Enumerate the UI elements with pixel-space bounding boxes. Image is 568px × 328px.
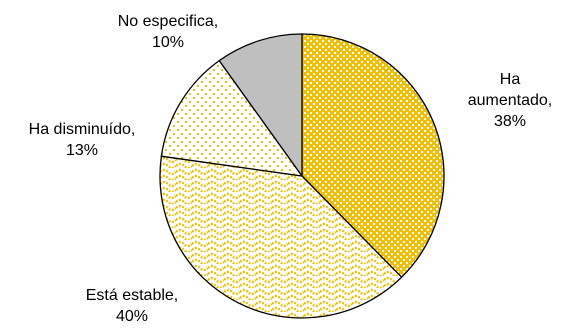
pie-label-2-line-1: 13%: [66, 142, 98, 159]
pie-label-3-line-1: 10%: [152, 34, 184, 51]
pie-label-3-line-0: No especifica,: [118, 13, 219, 30]
pie-label-0-line-1: aumentado,: [468, 92, 553, 109]
pie-label-1-line-0: Está estable,: [86, 287, 179, 304]
pie-label-0-line-0: Ha: [500, 71, 521, 88]
pie-label-1-line-1: 40%: [116, 308, 148, 325]
pie-slices: [159, 33, 445, 319]
pie-labels: Ha aumentado, 38% Está estable, 40% Ha dismin…: [29, 13, 553, 325]
pie-slice-3: [218, 33, 303, 177]
pie-label-2: Ha disminuído, 13%: [29, 121, 136, 159]
pie-slice-1: [159, 155, 403, 319]
pie-label-0: Ha aumentado, 38%: [468, 71, 553, 130]
pie-label-2-line-0: Ha disminuído,: [29, 121, 136, 138]
pie-label-1: Está estable, 40%: [86, 287, 179, 325]
pie-slice-2: [160, 59, 303, 177]
pie-label-3: No especifica, 10%: [118, 13, 219, 51]
pie-label-0-line-2: 38%: [494, 113, 526, 130]
pie-slice-0: [301, 33, 445, 278]
